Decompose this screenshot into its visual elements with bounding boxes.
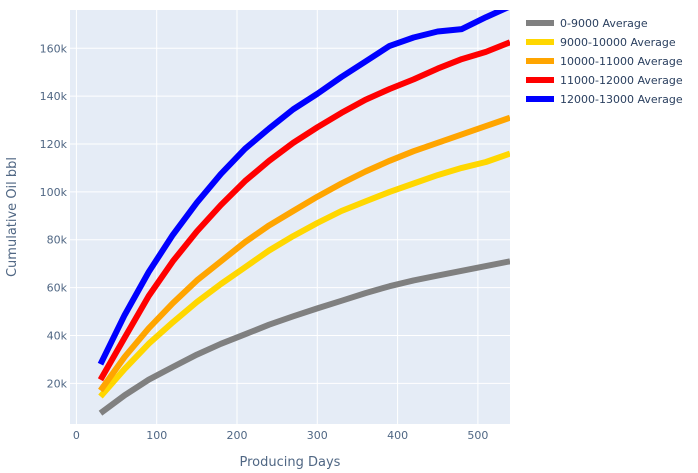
y-tick-label: 80k <box>47 234 68 247</box>
series-line-1 <box>98 258 510 416</box>
legend-label: 12000-13000 Average <box>560 93 683 106</box>
y-tick-label: 20k <box>47 377 68 390</box>
y-tick-label: 40k <box>47 329 68 342</box>
y-axis-title: Cumulative Oil bbl <box>5 157 20 277</box>
legend-label: 0-9000 Average <box>560 17 648 30</box>
y-tick-label: 60k <box>47 282 68 295</box>
x-tick-label: 300 <box>307 429 328 442</box>
x-axis-ticks: 0 100 200 300 400 500 <box>73 429 488 442</box>
x-axis-title: Producing Days <box>240 455 341 470</box>
legend-label: 11000-12000 Average <box>560 74 683 87</box>
legend-item-2[interactable]: 9000-10000 Average <box>526 36 676 49</box>
y-tick-label: 120k <box>40 138 68 151</box>
y-tick-label: 140k <box>40 90 68 103</box>
y-tick-label: 160k <box>40 42 68 55</box>
series-line-5 <box>97 10 510 366</box>
plot-background <box>70 10 510 424</box>
series-lines <box>97 10 510 416</box>
legend-label: 10000-11000 Average <box>560 55 683 68</box>
x-tick-label: 0 <box>73 429 80 442</box>
series-line-2 <box>98 150 510 399</box>
x-tick-label: 500 <box>467 429 488 442</box>
legend-item-1[interactable]: 0-9000 Average <box>526 17 648 30</box>
series-line-4 <box>97 39 510 382</box>
y-tick-label: 100k <box>40 186 68 199</box>
y-axis-ticks: 20k 40k 60k 80k 100k 120k 140k 160k <box>40 42 68 390</box>
series-line-3 <box>98 114 510 393</box>
legend-item-3[interactable]: 10000-11000 Average <box>526 55 683 68</box>
x-tick-label: 400 <box>387 429 408 442</box>
legend-label: 9000-10000 Average <box>560 36 676 49</box>
x-tick-label: 100 <box>146 429 167 442</box>
legend-item-4[interactable]: 11000-12000 Average <box>526 74 683 87</box>
legend-item-5[interactable]: 12000-13000 Average <box>526 93 683 106</box>
legend: 0-9000 Average 9000-10000 Average 10000-11… <box>526 17 683 106</box>
gridlines <box>70 10 510 424</box>
x-tick-label: 200 <box>227 429 248 442</box>
